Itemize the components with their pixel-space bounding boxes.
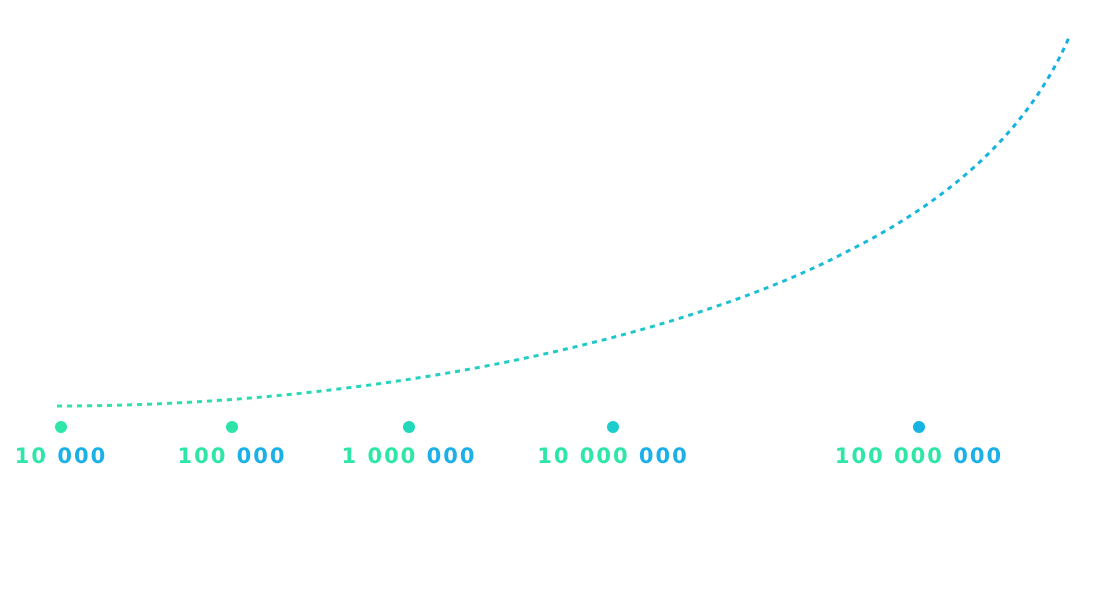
milestone-label: 100 000 000 [835,444,1003,468]
milestone-label-suffix: 000 [639,444,689,468]
milestone-label-suffix: 000 [953,444,1003,468]
milestone-dot [55,421,67,433]
milestone-label: 10 000 [15,444,107,468]
milestone-1000000: 1 000 000 [342,421,477,468]
milestone-100000: 100 000 [178,421,287,468]
milestone-10000: 10 000 [15,421,107,468]
milestone-label-prefix: 10 000 [537,444,639,468]
milestone-dot [226,421,238,433]
milestone-dot [913,421,925,433]
milestone-label: 1 000 000 [342,444,477,468]
milestone-label-prefix: 100 [178,444,237,468]
milestone-label-prefix: 10 [15,444,58,468]
milestone-dot [403,421,415,433]
milestone-100000000: 100 000 000 [835,421,1003,468]
milestone-dot [607,421,619,433]
milestone-label: 100 000 [178,444,287,468]
milestone-10000000: 10 000 000 [537,421,689,468]
milestones: 10 000 100 000 1 000 000 10 000 000 100 000 … [15,421,1003,468]
milestone-label: 10 000 000 [537,444,689,468]
milestone-label-prefix: 100 000 [835,444,953,468]
milestone-label-suffix: 000 [237,444,287,468]
milestone-label-suffix: 000 [57,444,107,468]
milestone-label-prefix: 1 000 [342,444,427,468]
growth-curve [56,34,1072,408]
milestone-label-suffix: 000 [427,444,477,468]
